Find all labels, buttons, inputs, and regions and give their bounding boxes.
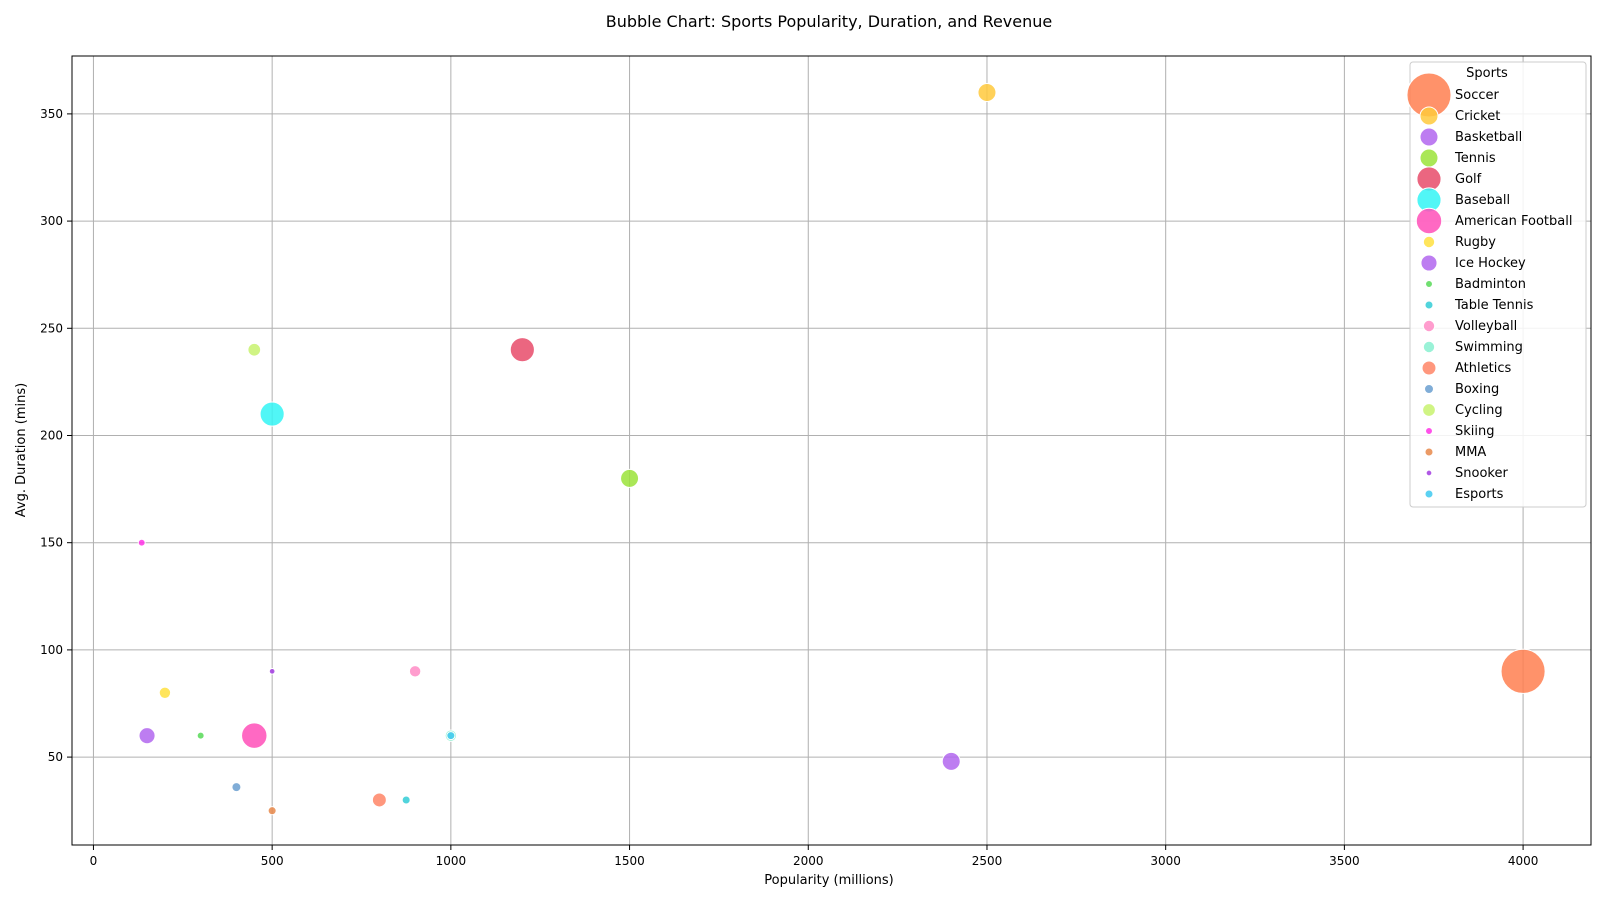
x-tick-label: 3000 [1150, 854, 1181, 868]
legend-marker-cycling [1422, 403, 1436, 417]
bubble-table-tennis [401, 795, 411, 805]
bubble-badminton [196, 731, 205, 740]
legend-label-table-tennis: Table Tennis [1454, 298, 1534, 313]
chart-title: Bubble Chart: Sports Popularity, Duratio… [606, 12, 1053, 31]
bubble-athletics [371, 792, 387, 808]
bubble-rugby [158, 686, 172, 699]
x-tick-label: 0 [90, 854, 98, 868]
x-tick-label: 2000 [793, 854, 824, 868]
y-tick-label: 150 [40, 536, 63, 550]
legend-marker-swimming [1422, 340, 1436, 354]
legend-marker-esports [1424, 489, 1434, 499]
bubble-golf [509, 337, 535, 363]
legend-marker-athletics [1421, 360, 1437, 376]
legend-box [1409, 61, 1587, 508]
legend-label-swimming: Swimming [1455, 340, 1523, 355]
legend-label-basketball: Basketball [1455, 130, 1522, 145]
bubble-skiing [137, 538, 146, 547]
bubble-boxing [231, 782, 242, 793]
legend-label-esports: Esports [1455, 487, 1504, 502]
legend-marker-snooker [1425, 469, 1433, 477]
y-axis-ticks: 50 100 150 200 250 300 350 [40, 107, 72, 764]
bubble-ice-hockey [138, 727, 156, 745]
bubble-baseball [259, 401, 285, 427]
legend-items: Soccer Cricket Basketball Tennis Golf Basebal… [1406, 72, 1572, 502]
legend-title: Sports [1466, 66, 1508, 81]
x-tick-label: 1000 [436, 854, 467, 868]
legend-marker-rugby [1422, 235, 1436, 249]
legend-marker-boxing [1424, 384, 1434, 394]
legend-label-american-football: American Football [1455, 214, 1572, 229]
y-tick-label: 100 [40, 643, 63, 657]
x-tick-label: 500 [261, 854, 284, 868]
bubble-snooker [268, 667, 276, 675]
legend-marker-skiing [1425, 427, 1433, 435]
legend-marker-ice-hockey [1420, 254, 1438, 272]
legend-marker-volleyball [1422, 319, 1436, 333]
y-tick-label: 300 [40, 214, 63, 228]
y-tick-label: 250 [40, 321, 63, 335]
legend-marker-american-football [1415, 207, 1443, 235]
bubble-tennis [620, 468, 640, 488]
plot-area-frame [71, 55, 1592, 846]
legend-label-rugby: Rugby [1455, 235, 1496, 250]
y-tick-label: 350 [40, 107, 63, 121]
legend-label-tennis: Tennis [1454, 151, 1496, 166]
legend-marker-mma [1424, 447, 1434, 457]
legend-label-athletics: Athletics [1455, 361, 1511, 376]
x-tick-label: 1500 [614, 854, 645, 868]
legend: Sports Soccer Cricket Basketball Tennis Golf… [1406, 61, 1587, 508]
x-axis-title: Popularity (millions) [764, 873, 894, 888]
x-tick-label: 4000 [1508, 854, 1539, 868]
x-axis-ticks: 0 500 1000 1500 2000 2500 3000 3500 4000 [90, 845, 1539, 868]
legend-marker-basketball [1419, 127, 1439, 147]
legend-label-snooker: Snooker [1455, 466, 1508, 481]
bubble-volleyball [408, 665, 422, 678]
legend-label-skiing: Skiing [1455, 424, 1495, 439]
legend-label-volleyball: Volleyball [1455, 319, 1517, 334]
bubble-cycling [247, 342, 262, 357]
bubble-mma [267, 806, 277, 816]
legend-label-badminton: Badminton [1455, 277, 1526, 292]
legend-label-cricket: Cricket [1455, 109, 1500, 124]
y-tick-label: 200 [40, 428, 63, 442]
legend-marker-cricket [1419, 106, 1439, 126]
legend-label-baseball: Baseball [1455, 193, 1510, 208]
legend-label-ice-hockey: Ice Hockey [1455, 256, 1526, 271]
legend-label-golf: Golf [1455, 172, 1482, 187]
legend-marker-badminton [1425, 280, 1433, 288]
bubble-esports [446, 731, 456, 741]
bubble-american-football [241, 722, 268, 749]
legend-label-soccer: Soccer [1455, 88, 1499, 103]
legend-label-boxing: Boxing [1455, 382, 1499, 397]
bubble-soccer [1500, 648, 1546, 694]
grid-layer [72, 56, 1591, 845]
x-tick-label: 3500 [1329, 854, 1360, 868]
y-tick-label: 50 [48, 750, 63, 764]
bubble-layer [137, 82, 1546, 816]
legend-label-mma: MMA [1455, 445, 1486, 460]
y-axis-title: Avg. Duration (mins) [14, 383, 29, 517]
legend-label-cycling: Cycling [1455, 403, 1503, 418]
bubble-cricket [977, 82, 997, 102]
legend-marker-tennis [1419, 148, 1439, 168]
legend-marker-table-tennis [1424, 300, 1434, 310]
bubble-basketball [941, 751, 961, 771]
x-tick-label: 2500 [972, 854, 1003, 868]
